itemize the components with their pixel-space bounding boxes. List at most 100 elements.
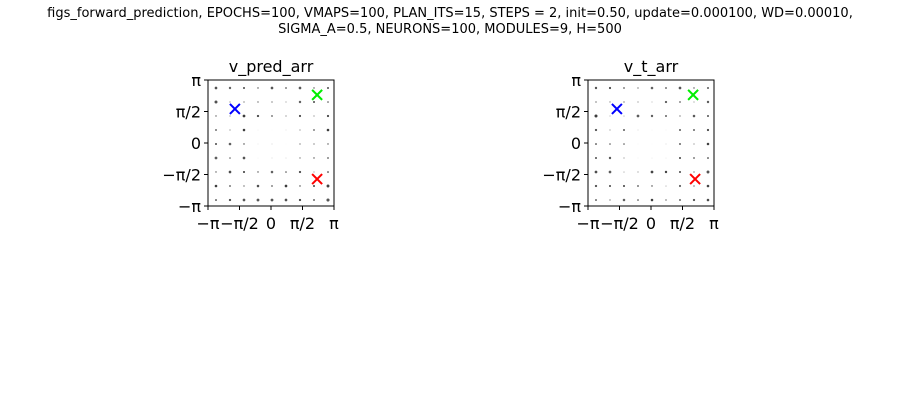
activity-dot — [651, 157, 653, 159]
activity-dot — [665, 129, 667, 131]
activity-dot — [327, 101, 329, 103]
activity-dot — [285, 157, 287, 159]
x-tick-label: π/2 — [290, 214, 315, 233]
activity-dot — [313, 129, 315, 131]
activity-dot — [257, 143, 259, 145]
activity-dot — [215, 171, 217, 173]
activity-dot — [650, 86, 654, 90]
activity-dot — [594, 170, 598, 174]
activity-dot — [595, 157, 597, 159]
activity-dot — [271, 157, 273, 159]
activity-dot — [678, 184, 682, 188]
x-tick-label: π/2 — [670, 214, 695, 233]
y-tick-label: π — [571, 71, 581, 90]
panel-title: v_pred_arr — [229, 57, 314, 77]
activity-dot — [706, 86, 710, 90]
activity-dot — [243, 143, 245, 145]
activity-dot — [623, 129, 625, 131]
activity-dot — [706, 184, 710, 188]
activity-dot — [622, 198, 626, 202]
activity-dot — [707, 157, 709, 159]
activity-dot — [608, 184, 612, 188]
activity-dot — [229, 101, 231, 103]
activity-dot — [623, 115, 625, 117]
activity-dot — [257, 101, 259, 103]
activity-dot — [693, 129, 695, 131]
y-tick-label: 0 — [191, 134, 201, 153]
activity-dot — [637, 171, 639, 173]
activity-dot — [313, 101, 315, 103]
activity-dot — [609, 115, 611, 117]
activity-dot — [679, 101, 681, 103]
green-marker — [311, 89, 323, 101]
activity-dot — [270, 170, 274, 174]
activity-dot — [271, 185, 273, 187]
x-tick-label: −π/2 — [220, 214, 259, 233]
activity-dot — [214, 142, 218, 146]
activity-dot — [594, 114, 598, 118]
activity-dot — [214, 184, 218, 188]
axes-frame — [207, 79, 335, 207]
activity-dot — [326, 198, 330, 202]
activity-dot — [608, 86, 612, 90]
y-tick-label: −π/2 — [542, 166, 581, 185]
activity-dot — [608, 156, 612, 160]
y-tick-label: π/2 — [556, 103, 581, 122]
y-tick-label: π — [191, 71, 201, 90]
activity-dot — [298, 100, 302, 104]
activity-dot — [623, 87, 625, 89]
y-tick-label: −π — [178, 197, 201, 216]
activity-dot — [228, 198, 232, 202]
activity-dot — [285, 171, 287, 173]
activity-dot — [299, 129, 301, 131]
marker-stroke — [687, 89, 699, 101]
activity-dot — [623, 101, 625, 103]
red-marker — [689, 173, 701, 185]
y-tick-label: −π — [558, 197, 581, 216]
marker-stroke — [611, 103, 623, 115]
activity-dot — [595, 101, 597, 103]
activity-dot — [215, 199, 217, 201]
activity-dot — [665, 115, 667, 117]
activity-dot — [229, 115, 231, 117]
y-tick-label: π/2 — [176, 103, 201, 122]
activity-dot — [706, 100, 710, 104]
activity-dot — [229, 129, 231, 131]
activity-dot — [299, 143, 301, 145]
activity-dot — [285, 115, 287, 117]
activity-dot — [707, 115, 709, 117]
subplot-v-pred-arr: −π −π/2 0 π/2 π−π−π/20π/2πv_pred_arr — [162, 57, 339, 233]
activity-dot — [228, 142, 232, 146]
figure-title: figs_forward_prediction, EPOCHS=100, VMA… — [0, 6, 900, 38]
activity-dot — [594, 128, 598, 132]
activity-dot — [665, 87, 667, 89]
activity-dot — [623, 157, 625, 159]
activity-dot — [326, 114, 330, 118]
activity-dot — [693, 87, 695, 89]
activity-dot — [637, 101, 639, 103]
red-marker — [311, 173, 323, 185]
activity-dot — [679, 199, 681, 201]
subplot-v-t-arr: −π −π/2 0 π/2 π−π−π/20π/2πv_t_arr — [542, 57, 719, 233]
activity-dot — [327, 87, 329, 89]
activity-dot — [298, 170, 302, 174]
activity-dot — [228, 86, 232, 90]
activity-dot — [257, 171, 259, 173]
activity-dot — [313, 87, 315, 89]
marker-stroke — [689, 173, 701, 185]
figure-title-line-1: figs_forward_prediction, EPOCHS=100, VMA… — [47, 6, 853, 21]
activity-dot — [242, 170, 246, 174]
activity-dot — [256, 198, 260, 202]
activity-dot — [693, 185, 695, 187]
activity-dot — [706, 170, 710, 174]
activity-dot — [650, 114, 654, 118]
activity-dot — [664, 170, 668, 174]
activity-dot — [637, 199, 639, 201]
activity-dot — [257, 129, 259, 131]
activity-dot — [609, 199, 611, 201]
figure-title-line-2: SIGMA_A=0.5, NEURONS=100, MODULES=9, H=5… — [278, 22, 622, 37]
activity-dot — [243, 185, 245, 187]
x-tick-label: 0 — [266, 214, 276, 233]
activity-dot — [270, 86, 274, 90]
activity-dot — [693, 101, 695, 103]
